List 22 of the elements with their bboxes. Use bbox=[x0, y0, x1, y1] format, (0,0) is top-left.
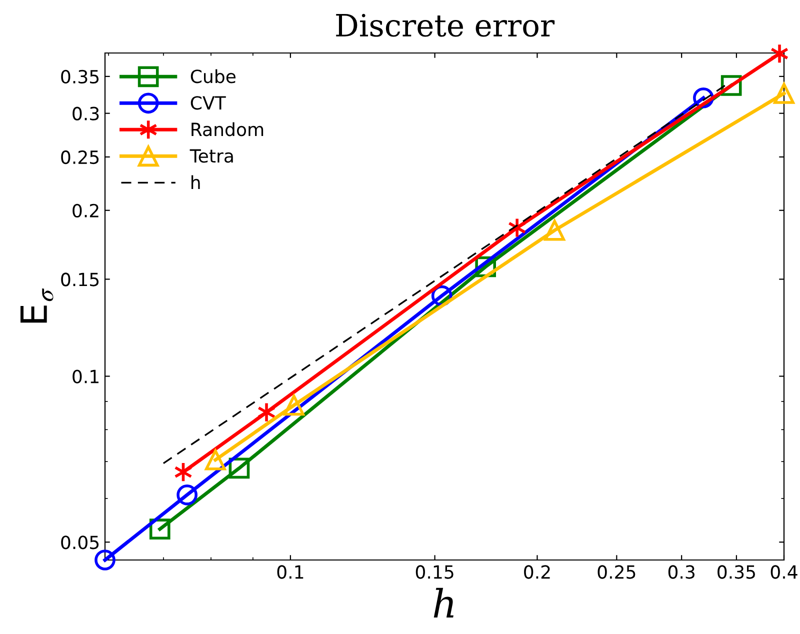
x-tick-label: 0.25 bbox=[598, 565, 636, 579]
x-tick-label: 0.1 bbox=[277, 565, 304, 579]
x-tick-label: 0.3 bbox=[668, 565, 694, 579]
y-tick-label: 0.2 bbox=[72, 204, 98, 218]
chart-title: Discrete error bbox=[336, 14, 555, 37]
x-tick-label: 0.2 bbox=[524, 565, 550, 579]
legend-label: Cube bbox=[190, 69, 236, 84]
x-tick-label: 0.4 bbox=[770, 565, 798, 579]
x-tick-label: 0.15 bbox=[416, 565, 454, 579]
y-tick-label: 0.05 bbox=[61, 536, 99, 550]
y-tick-label: 0.15 bbox=[61, 272, 99, 286]
legend-label: CVT bbox=[190, 96, 226, 110]
y-tick-label: 0.25 bbox=[61, 150, 99, 164]
y-tick-label: 0.1 bbox=[72, 370, 98, 384]
y-tick-label: 0.35 bbox=[61, 70, 99, 84]
y-tick-label: 0.3 bbox=[72, 106, 99, 120]
x-axis-title: h bbox=[434, 588, 454, 618]
x-tick-label: 0.35 bbox=[718, 565, 755, 579]
legend-label: Tetra bbox=[190, 149, 233, 163]
legend-label: Random bbox=[192, 122, 264, 136]
y-axis-title: E$_{σ}$ bbox=[20, 288, 54, 323]
legend-label: h bbox=[192, 175, 200, 189]
